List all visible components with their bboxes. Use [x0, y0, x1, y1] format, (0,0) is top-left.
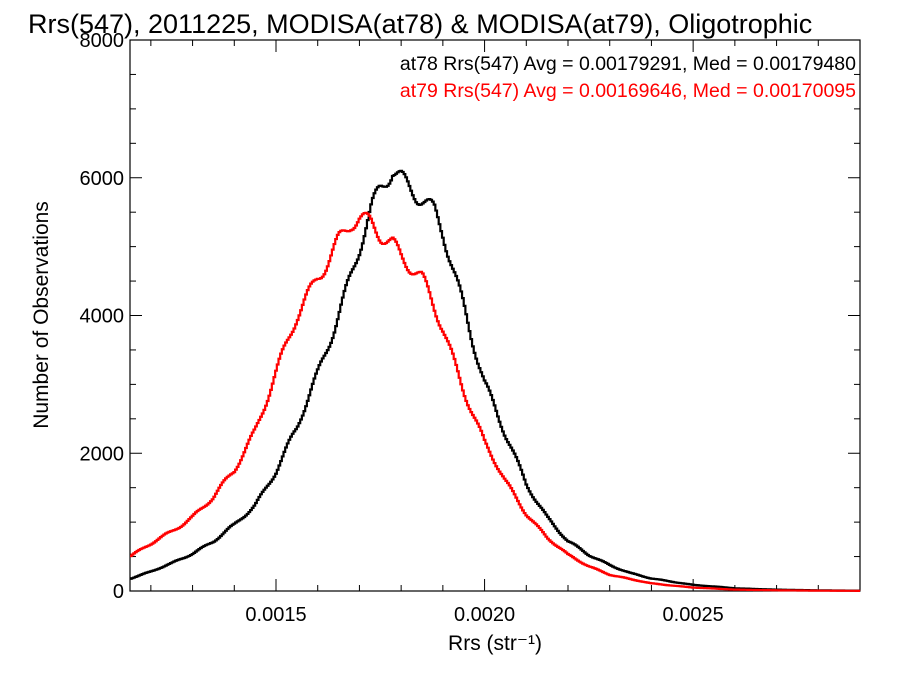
series-line-1 — [130, 211, 861, 592]
x-tick-label: 0.0025 — [663, 604, 724, 626]
y-axis-label: Number of Observations — [30, 201, 53, 429]
y-tick-label: 0 — [113, 581, 124, 603]
legend-at79: at79 Rrs(547) Avg = 0.00169646, Med = 0.… — [400, 80, 856, 102]
plot-frame — [129, 39, 861, 592]
y-tick-label: 4000 — [80, 306, 125, 328]
axis-ticks: 0.0015 0.0020 0.0025 0 2000 4000 6000 8000 — [80, 30, 861, 626]
series-line-0 — [130, 169, 861, 592]
y-tick-label: 2000 — [80, 443, 125, 465]
y-tick-label: 6000 — [80, 168, 125, 190]
x-tick-label: 0.0020 — [454, 604, 515, 626]
x-axis-label: Rrs (str⁻¹) — [448, 632, 542, 655]
legend-at78: at78 Rrs(547) Avg = 0.00179291, Med = 0.… — [400, 53, 856, 75]
series-layer — [130, 169, 861, 592]
x-tick-label: 0.0015 — [245, 604, 306, 626]
chart-title: Rrs(547), 2011225, MODISA(at78) & MODISA… — [28, 9, 812, 39]
y-tick-label: 8000 — [80, 30, 125, 52]
